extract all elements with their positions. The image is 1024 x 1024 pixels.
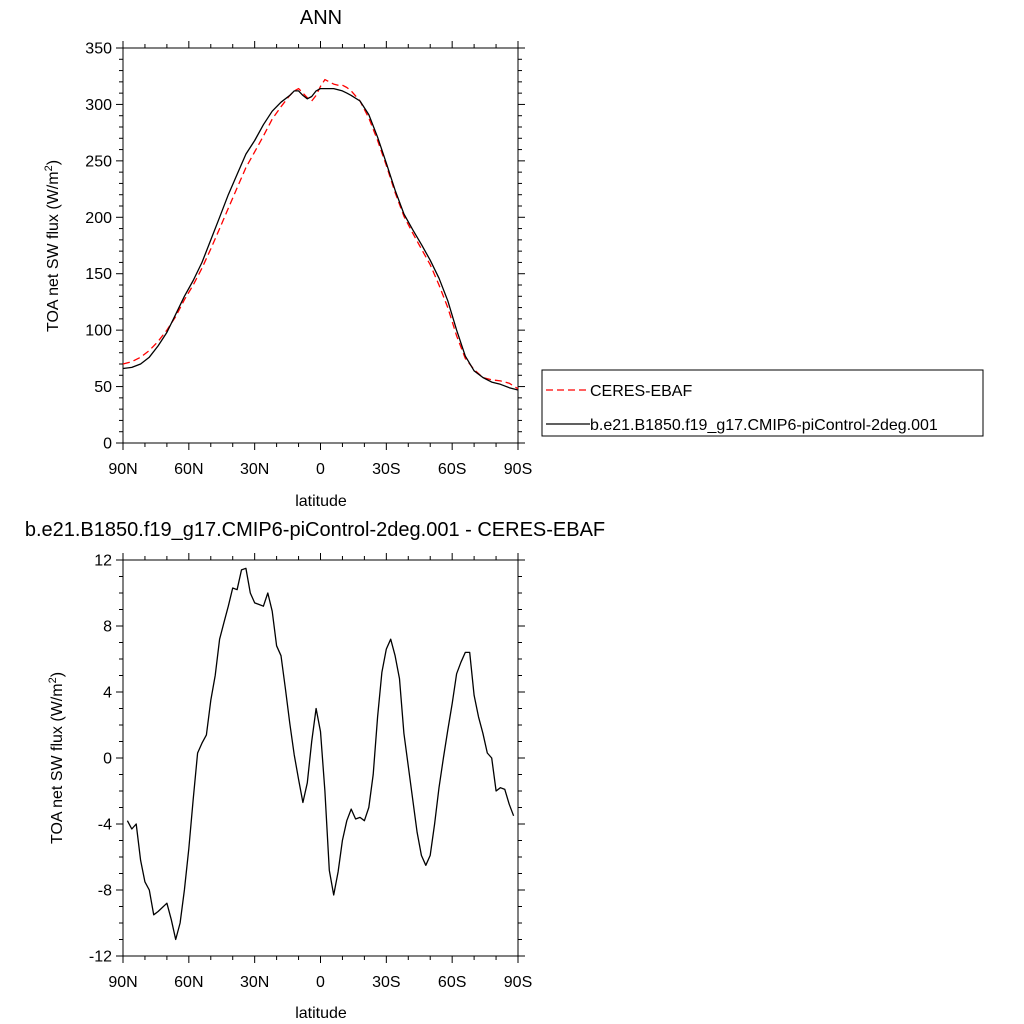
bottom-y-tick-label: 8	[103, 619, 112, 636]
top-x-tick-label: 60S	[438, 461, 466, 478]
bottom-x-tick-label: 30S	[372, 974, 400, 991]
bottom-y-tick-label: 4	[103, 685, 112, 702]
bottom-y-tick-label: -12	[89, 949, 112, 966]
bottom-x-tick-label: 60N	[174, 974, 203, 991]
bottom-y-axis-label-sup: 2	[47, 677, 59, 683]
bottom-y-axis-label: TOA net SW flux (W/m2)	[47, 672, 66, 844]
bottom-x-ticks: 90N 60N 30N 0 30S 60S 90S	[108, 553, 532, 991]
top-y-tick-label: 250	[85, 153, 112, 170]
top-series-line-1	[122, 87, 519, 391]
top-panel: ANN 0 50 100 150 200 250 300 350 90N 60N 30N 0 30S 6…	[43, 7, 984, 510]
bottom-chart-title: b.e21.B1850.f19_g17.CMIP6-piControl-2deg…	[25, 519, 605, 541]
legend-label-ceres: CERES-EBAF	[590, 383, 692, 400]
top-y-tick-label: 200	[85, 210, 112, 227]
bottom-y-ticks: -12 -8 -4 0 4 8 12	[89, 553, 525, 966]
top-series-line-0	[122, 78, 519, 390]
legend: CERES-EBAF b.e21.B1850.f19_g17.CMIP6-piC…	[541, 369, 984, 437]
top-x-tick-label: 90N	[108, 461, 137, 478]
bottom-y-tick-label: -8	[98, 883, 112, 900]
top-x-tick-label: 60N	[174, 461, 203, 478]
top-y-tick-label: 0	[103, 436, 112, 453]
bottom-x-axis-label: latitude	[295, 1005, 347, 1022]
top-chart-title: ANN	[300, 7, 342, 29]
top-x-axis-label: latitude	[295, 493, 347, 510]
top-y-tick-label: 150	[85, 266, 112, 283]
top-y-axis-label-main: TOA net SW flux (W/m	[45, 171, 62, 332]
bottom-x-tick-label: 90N	[108, 974, 137, 991]
bottom-y-tick-label: 0	[103, 751, 112, 768]
top-x-tick-label: 30S	[372, 461, 400, 478]
legend-box	[541, 369, 984, 437]
top-y-ticks: 0 50 100 150 200 250 300 350	[85, 41, 525, 453]
top-y-tick-label: 300	[85, 97, 112, 114]
bottom-x-tick-label: 0	[316, 974, 325, 991]
top-y-tick-label: 350	[85, 41, 112, 58]
bottom-panel: b.e21.B1850.f19_g17.CMIP6-piControl-2deg…	[25, 519, 605, 1022]
top-x-tick-label: 0	[316, 461, 325, 478]
top-series	[122, 78, 519, 391]
top-y-axis-label-end: )	[45, 160, 62, 165]
bottom-x-tick-label: 90S	[504, 974, 532, 991]
bottom-series	[126, 567, 515, 941]
legend-label-model: b.e21.B1850.f19_g17.CMIP6-piControl-2deg…	[590, 417, 938, 434]
bottom-x-tick-label: 60S	[438, 974, 466, 991]
bottom-series-line-0	[126, 567, 515, 941]
top-y-axis-label-sup: 2	[43, 165, 55, 171]
top-plot-frame	[122, 47, 519, 444]
bottom-y-tick-label: -4	[98, 817, 112, 834]
top-y-tick-label: 50	[94, 379, 112, 396]
bottom-y-tick-label: 12	[94, 553, 112, 570]
bottom-y-axis-label-end: )	[49, 672, 66, 677]
top-y-axis-label: TOA net SW flux (W/m2)	[43, 160, 62, 332]
top-x-ticks: 90N 60N 30N 0 30S 60S 90S	[108, 41, 532, 478]
top-x-tick-label: 90S	[504, 461, 532, 478]
bottom-y-axis-label-main: TOA net SW flux (W/m	[49, 683, 66, 844]
bottom-x-tick-label: 30N	[240, 974, 269, 991]
top-x-tick-label: 30N	[240, 461, 269, 478]
bottom-plot-frame	[122, 559, 519, 957]
top-y-tick-label: 100	[85, 323, 112, 340]
